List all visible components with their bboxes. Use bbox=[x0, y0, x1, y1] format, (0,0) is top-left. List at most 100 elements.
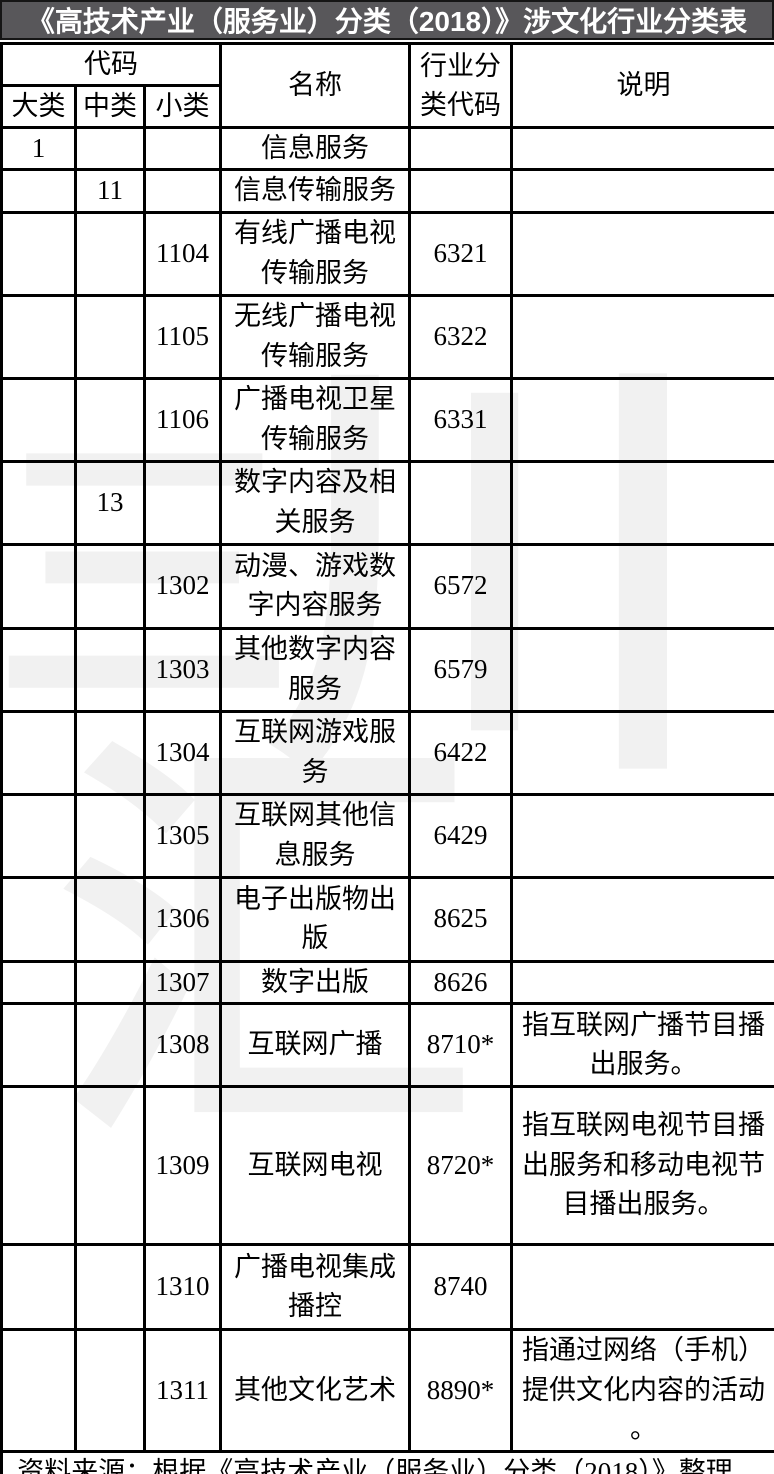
cell-industry-code: 8625 bbox=[408, 875, 514, 963]
cell-major-code bbox=[0, 626, 77, 713]
cell-industry-code: 6572 bbox=[408, 542, 514, 630]
cell-minor-code: 1302 bbox=[142, 542, 223, 630]
table-row: 1311 其他文化艺术 8890* 指通过网络（手机）提供文化内容的活动。 bbox=[0, 1327, 774, 1453]
cell-note: 指互联网电视节目播出服务和移动电视节目播出服务。 bbox=[510, 1084, 774, 1246]
cell-name: 动漫、游戏数字内容服务 bbox=[219, 542, 412, 630]
header-industry-code: 行业分类代码 bbox=[408, 41, 514, 130]
cell-industry-code: 8890* bbox=[408, 1327, 514, 1453]
source-note: 资料来源：根据《高技术产业（服务业）分类（2018）》整理。 bbox=[0, 1449, 774, 1474]
cell-major-code bbox=[0, 293, 77, 380]
header-note: 说明 bbox=[510, 41, 774, 130]
cell-minor-code: 1105 bbox=[142, 293, 223, 380]
cell-mid-code bbox=[74, 792, 146, 879]
header-row-sub: 大类 中类 小类 bbox=[0, 84, 774, 130]
table-row: 1303 其他数字内容服务 6579 bbox=[0, 626, 774, 713]
cell-industry-code bbox=[408, 459, 514, 546]
cell-major-code: 1 bbox=[0, 126, 77, 172]
table-row: 1306 电子出版物出版 8625 bbox=[0, 875, 774, 963]
cell-note bbox=[510, 293, 774, 380]
header-mid: 中类 bbox=[74, 84, 146, 130]
cell-note bbox=[510, 542, 774, 630]
cell-note bbox=[510, 459, 774, 546]
cell-note bbox=[510, 875, 774, 963]
header-row-top: 代码 名称 行业分类代码 说明 bbox=[0, 41, 774, 130]
cell-note bbox=[510, 376, 774, 463]
cell-name: 互联网广播 bbox=[219, 1001, 412, 1088]
table-row: 13 数字内容及相关服务 bbox=[0, 459, 774, 546]
cell-minor-code: 1303 bbox=[142, 626, 223, 713]
cell-mid-code bbox=[74, 626, 146, 713]
cell-name: 电子出版物出版 bbox=[219, 875, 412, 963]
cell-minor-code: 1307 bbox=[142, 959, 223, 1005]
cell-minor-code: 1311 bbox=[142, 1327, 223, 1453]
cell-mid-code: 11 bbox=[74, 168, 146, 214]
cell-industry-code: 8626 bbox=[408, 959, 514, 1005]
cell-major-code bbox=[0, 709, 77, 796]
cell-name: 互联网电视 bbox=[219, 1084, 412, 1246]
cell-minor-code bbox=[142, 168, 223, 214]
table-row: 1309 互联网电视 8720* 指互联网电视节目播出服务和移动电视节目播出服务… bbox=[0, 1084, 774, 1246]
cell-major-code bbox=[0, 168, 77, 214]
cell-note bbox=[510, 1242, 774, 1331]
cell-major-code bbox=[0, 1001, 77, 1088]
cell-name: 广播电视卫星传输服务 bbox=[219, 376, 412, 463]
cell-note bbox=[510, 626, 774, 713]
cell-mid-code bbox=[74, 293, 146, 380]
cell-name: 互联网游戏服务 bbox=[219, 709, 412, 796]
cell-industry-code: 8710* bbox=[408, 1001, 514, 1088]
cell-name: 其他数字内容服务 bbox=[219, 626, 412, 713]
cell-minor-code: 1309 bbox=[142, 1084, 223, 1246]
cell-note bbox=[510, 126, 774, 172]
cell-minor-code bbox=[142, 459, 223, 546]
cell-mid-code bbox=[74, 542, 146, 630]
cell-major-code bbox=[0, 1084, 77, 1246]
cell-industry-code: 6322 bbox=[408, 293, 514, 380]
page-title: 《高技术产业（服务业）分类（2018）》涉文化行业分类表 bbox=[26, 6, 748, 37]
classification-table: 代码 名称 行业分类代码 说明 大类 中类 小类 1 信息服务 11 信息传输服… bbox=[0, 41, 774, 1474]
table-row: 1305 互联网其他信息服务 6429 bbox=[0, 792, 774, 879]
cell-major-code bbox=[0, 459, 77, 546]
cell-major-code bbox=[0, 210, 77, 297]
cell-major-code bbox=[0, 959, 77, 1005]
cell-major-code bbox=[0, 376, 77, 463]
cell-note: 指互联网广播节目播出服务。 bbox=[510, 1001, 774, 1088]
cell-minor-code bbox=[142, 126, 223, 172]
cell-major-code bbox=[0, 1327, 77, 1453]
cell-major-code bbox=[0, 542, 77, 630]
cell-name: 无线广播电视传输服务 bbox=[219, 293, 412, 380]
cell-minor-code: 1106 bbox=[142, 376, 223, 463]
table-row: 1308 互联网广播 8710* 指互联网广播节目播出服务。 bbox=[0, 1001, 774, 1088]
cell-mid-code bbox=[74, 210, 146, 297]
header-name: 名称 bbox=[219, 41, 412, 130]
cell-mid-code: 13 bbox=[74, 459, 146, 546]
cell-industry-code: 6422 bbox=[408, 709, 514, 796]
cell-minor-code: 1305 bbox=[142, 792, 223, 879]
cell-note bbox=[510, 168, 774, 214]
cell-industry-code: 6321 bbox=[408, 210, 514, 297]
cell-note bbox=[510, 792, 774, 879]
table-row: 1310 广播电视集成播控 8740 bbox=[0, 1242, 774, 1331]
title-bar: 《高技术产业（服务业）分类（2018）》涉文化行业分类表 bbox=[0, 0, 774, 40]
table-row: 1 信息服务 bbox=[0, 126, 774, 172]
cell-name: 有线广播电视传输服务 bbox=[219, 210, 412, 297]
cell-minor-code: 1308 bbox=[142, 1001, 223, 1088]
cell-mid-code bbox=[74, 875, 146, 963]
table-row: 1105 无线广播电视传输服务 6322 bbox=[0, 293, 774, 380]
cell-mid-code bbox=[74, 959, 146, 1005]
cell-industry-code bbox=[408, 126, 514, 172]
cell-name: 数字内容及相关服务 bbox=[219, 459, 412, 546]
cell-industry-code: 8740 bbox=[408, 1242, 514, 1331]
cell-note bbox=[510, 959, 774, 1005]
cell-name: 其他文化艺术 bbox=[219, 1327, 412, 1453]
cell-mid-code bbox=[74, 709, 146, 796]
table-row: 1104 有线广播电视传输服务 6321 bbox=[0, 210, 774, 297]
cell-name: 广播电视集成播控 bbox=[219, 1242, 412, 1331]
cell-mid-code bbox=[74, 1084, 146, 1246]
table-row: 1304 互联网游戏服务 6422 bbox=[0, 709, 774, 796]
cell-note: 指通过网络（手机）提供文化内容的活动。 bbox=[510, 1327, 774, 1453]
cell-mid-code bbox=[74, 126, 146, 172]
cell-industry-code: 8720* bbox=[408, 1084, 514, 1246]
cell-name: 信息服务 bbox=[219, 126, 412, 172]
header-code-group: 代码 bbox=[0, 41, 223, 88]
